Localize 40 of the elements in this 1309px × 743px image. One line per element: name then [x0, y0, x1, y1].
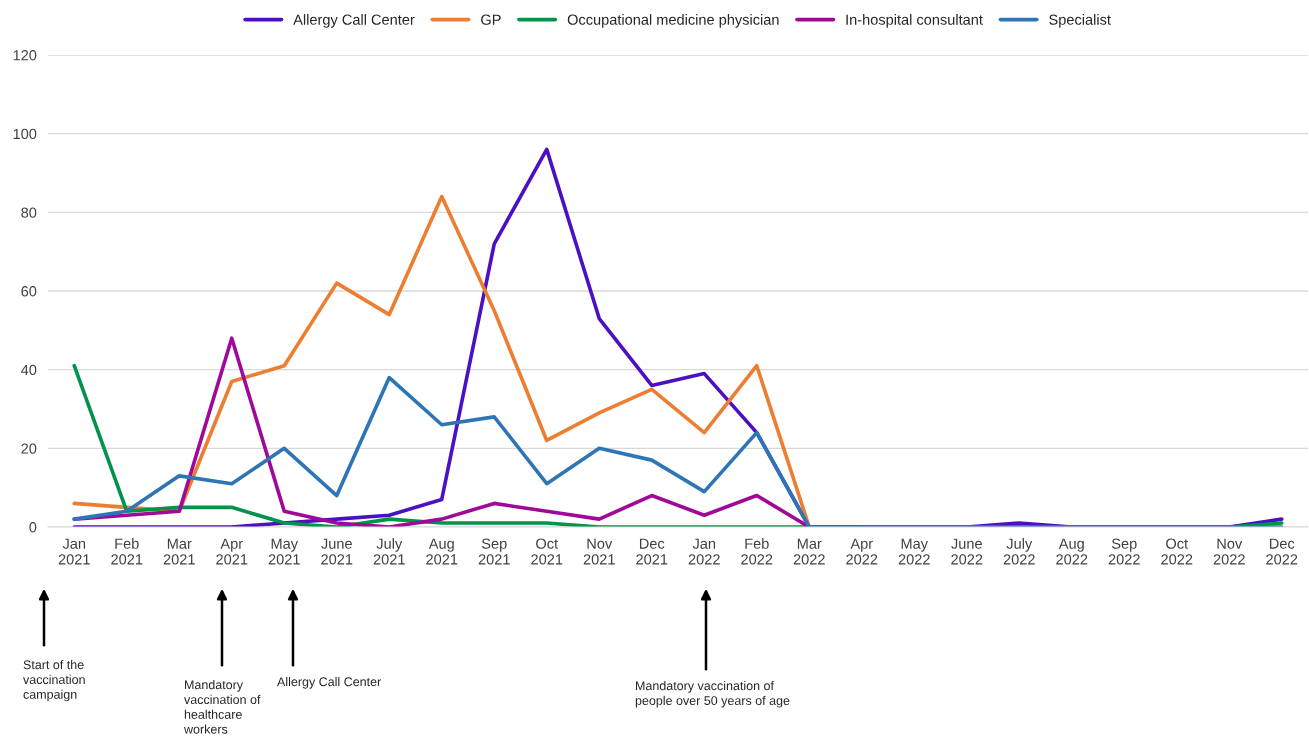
text: Mandatory vaccination of people over 50 years of age — [635, 681, 790, 708]
x-tick-label: Nov 2022 — [1213, 538, 1245, 565]
legend-label: Occupational medicine physician — [567, 14, 779, 28]
x-tick-label: Feb 2022 — [741, 538, 773, 565]
x-tick-label: May 2021 — [268, 538, 300, 565]
legend-label: GP — [481, 14, 501, 25]
x-tick-label: Aug 2022 — [1056, 538, 1088, 565]
legend-label: Allergy Call Center — [293, 14, 415, 28]
text: Mandatory vaccination of healthcare workers — [183, 680, 261, 734]
x-tick-label: Oct 2022 — [1161, 538, 1193, 565]
y-tick-label: 80 — [21, 207, 37, 218]
text: Allergy Call Center — [277, 677, 381, 689]
x-tick-label: Jan 2022 — [688, 538, 720, 565]
y-tick-label: 100 — [13, 128, 37, 140]
x-tick-label: Aug 2021 — [426, 538, 458, 565]
x-tick-label: Sep 2021 — [478, 538, 510, 565]
y-tick-label: 40 — [21, 364, 37, 376]
x-tick-label: Apr 2022 — [846, 538, 878, 565]
legend-label: Specialist — [1049, 14, 1111, 28]
x-tick-label: Feb 2021 — [111, 538, 143, 565]
y-tick-label: 0 — [29, 522, 37, 533]
x-tick-label: June 2021 — [321, 538, 353, 565]
x-tick-label: Sep 2022 — [1108, 538, 1140, 565]
x-tick-label: June 2022 — [951, 538, 983, 565]
x-tick-label: Jan 2021 — [58, 538, 90, 565]
x-tick-label: Oct 2021 — [531, 538, 563, 565]
x-tick-label: Nov 2021 — [583, 538, 615, 565]
legend-label: In-hospital consultant — [846, 14, 983, 28]
x-tick-label: May 2022 — [898, 538, 930, 565]
x-tick-label: Dec 2021 — [636, 538, 668, 565]
x-tick-label: Mar 2022 — [793, 538, 825, 565]
y-tick-label: 120 — [13, 50, 37, 61]
x-tick-label: Dec 2022 — [1266, 538, 1298, 565]
x-tick-label: Apr 2021 — [216, 538, 248, 565]
x-tick-label: Mar 2021 — [163, 538, 195, 565]
y-tick-label: 60 — [21, 286, 37, 297]
x-tick-label: July 2022 — [1003, 538, 1035, 565]
y-tick-label: 20 — [21, 443, 37, 454]
x-tick-label: July 2021 — [373, 538, 405, 565]
text: Start of the vaccination campaign — [23, 660, 85, 702]
